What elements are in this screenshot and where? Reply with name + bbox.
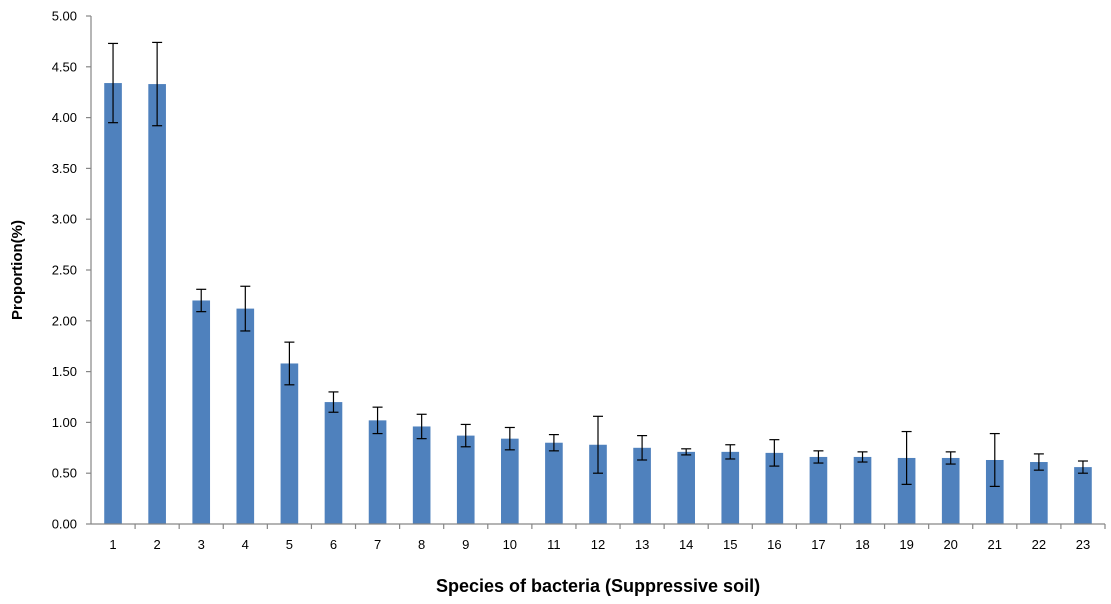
- error-bar: [240, 285, 251, 332]
- error-bar: [548, 433, 559, 452]
- x-axis-title: Species of bacteria (Suppressive soil): [436, 576, 760, 596]
- error-bar: [284, 341, 295, 386]
- error-bar: [460, 423, 471, 448]
- bar: [456, 435, 475, 524]
- x-tick-label: 21: [988, 537, 1002, 552]
- bar: [853, 456, 872, 524]
- x-tick-label: 2: [154, 537, 161, 552]
- y-tick-label: 1.00: [52, 415, 77, 430]
- y-tick-label: 2.00: [52, 313, 77, 328]
- bar: [148, 84, 166, 525]
- x-tick-label: 20: [943, 537, 957, 552]
- x-tick-label: 6: [330, 537, 337, 552]
- y-tick-label: 0.50: [52, 466, 77, 481]
- y-tick-label: 4.50: [52, 59, 77, 74]
- bar: [236, 308, 255, 524]
- x-tick-label: 12: [591, 537, 605, 552]
- error-bar: [725, 444, 736, 460]
- error-bar: [504, 426, 515, 451]
- error-bar: [945, 451, 956, 465]
- bar: [589, 444, 607, 524]
- x-tick-label: 7: [374, 537, 381, 552]
- error-bar: [681, 448, 692, 456]
- error-bar: [593, 415, 603, 474]
- bar: [104, 83, 122, 524]
- x-tick-label: 1: [109, 537, 116, 552]
- y-tick-label: 3.00: [52, 212, 77, 227]
- bar-series: [104, 83, 1092, 525]
- y-tick-label: 0.00: [52, 517, 77, 532]
- bar: [765, 452, 784, 524]
- error-bar: [372, 406, 383, 435]
- bar: [545, 442, 563, 524]
- bar: [897, 457, 916, 524]
- x-tick-label: 11: [547, 537, 561, 552]
- error-bar: [1033, 453, 1044, 471]
- error-bar: [152, 41, 163, 127]
- y-tick-label: 3.50: [52, 161, 77, 176]
- error-bar: [1077, 460, 1088, 474]
- error-bar: [901, 430, 912, 485]
- error-bar: [857, 451, 868, 463]
- bar: [192, 300, 211, 524]
- bar: [368, 420, 387, 524]
- x-axis-ticks: 1 2 3 4 5 6 7 8 9 10 11 12 13 14 15 16 17 18 19 20 21 22 23: [109, 524, 1106, 552]
- error-bar: [328, 391, 339, 413]
- error-bar: [813, 450, 824, 464]
- x-tick-label: 18: [855, 537, 869, 552]
- y-tick-label: 4.00: [52, 110, 77, 125]
- error-bar: [989, 432, 1000, 488]
- y-tick-label: 5.00: [52, 9, 77, 24]
- x-tick-label: 4: [242, 537, 249, 552]
- y-tick-label: 2.50: [52, 263, 77, 278]
- bar: [941, 457, 960, 524]
- x-tick-label: 19: [899, 537, 913, 552]
- y-axis-ticks: 0.00 0.50 1.00 1.50 2.00 2.50 3.00 3.50 4.00 4.50…: [52, 9, 91, 532]
- error-bar: [196, 288, 207, 313]
- x-tick-label: 16: [767, 537, 781, 552]
- x-tick-label: 5: [286, 537, 293, 552]
- bar: [501, 438, 519, 524]
- error-bars: [108, 41, 1088, 488]
- bar: [809, 456, 828, 524]
- bar: [721, 451, 740, 524]
- x-tick-label: 14: [679, 537, 693, 552]
- bar: [412, 426, 431, 524]
- x-tick-label: 13: [635, 537, 649, 552]
- x-tick-label: 15: [723, 537, 737, 552]
- y-tick-label: 1.50: [52, 364, 77, 379]
- bar: [280, 363, 299, 524]
- bar: [324, 402, 343, 524]
- error-bar: [108, 42, 119, 124]
- x-tick-label: 10: [503, 537, 517, 552]
- x-tick-label: 9: [462, 537, 469, 552]
- y-axis-title: Proportion(%): [9, 220, 26, 320]
- bar: [1030, 462, 1048, 524]
- x-tick-label: 22: [1032, 537, 1046, 552]
- error-bar: [416, 413, 427, 440]
- x-tick-label: 8: [418, 537, 425, 552]
- bar: [677, 451, 695, 524]
- bar: [633, 447, 651, 524]
- x-tick-label: 17: [811, 537, 825, 552]
- bar: [985, 459, 1004, 524]
- error-bar: [769, 439, 780, 467]
- x-tick-label: 23: [1076, 537, 1090, 552]
- x-tick-label: 3: [198, 537, 205, 552]
- bar: [1074, 467, 1092, 524]
- error-bar: [637, 435, 648, 461]
